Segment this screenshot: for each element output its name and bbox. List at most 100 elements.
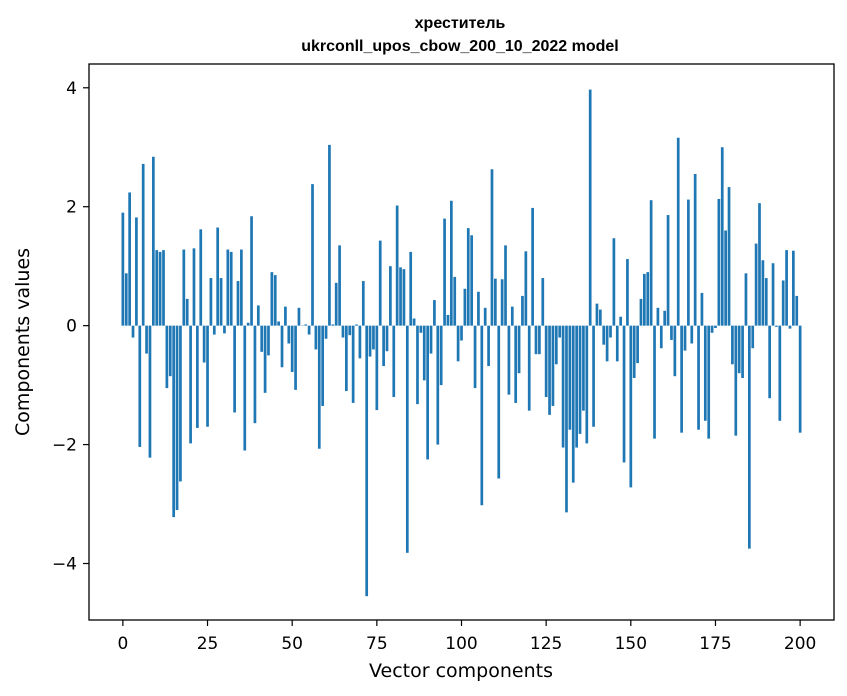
bar-component-111 xyxy=(497,325,501,479)
bar-component-75 xyxy=(375,325,379,411)
bar-component-35 xyxy=(240,249,243,326)
bar-series xyxy=(121,89,802,597)
bar-component-117 xyxy=(517,325,521,374)
bar-component-28 xyxy=(216,227,220,326)
y-axis-ticks: −4 −2 0 2 4 xyxy=(52,79,89,575)
bar-component-29 xyxy=(219,278,223,326)
bar-component-136 xyxy=(582,325,585,411)
bar-component-182 xyxy=(737,325,741,374)
bar-component-190 xyxy=(764,278,768,326)
bar-component-159 xyxy=(659,325,663,349)
x-tick-label: 100 xyxy=(445,634,477,654)
bar-component-100 xyxy=(460,325,463,341)
bar-component-9 xyxy=(151,156,155,326)
bar-component-154 xyxy=(643,273,646,326)
bar-component-77 xyxy=(382,325,385,367)
bar-component-120 xyxy=(527,325,531,411)
bar-component-87 xyxy=(416,325,419,405)
bar-component-25 xyxy=(206,325,209,427)
bar-component-172 xyxy=(703,325,707,421)
x-tick-label: 50 xyxy=(281,634,303,654)
bar-component-66 xyxy=(345,325,348,392)
bar-component-11 xyxy=(158,251,162,326)
bar-component-107 xyxy=(483,307,487,326)
x-axis-label: Vector components xyxy=(369,660,553,682)
bar-component-149 xyxy=(626,259,629,326)
bar-component-34 xyxy=(236,281,240,326)
bar-component-127 xyxy=(551,325,555,406)
bar-component-51 xyxy=(294,325,297,390)
bar-component-46 xyxy=(277,321,280,326)
bar-component-179 xyxy=(727,187,731,326)
bar-component-12 xyxy=(162,250,165,326)
bar-component-30 xyxy=(223,325,226,334)
bar-component-8 xyxy=(148,325,152,458)
bar-component-126 xyxy=(548,325,551,415)
bar-component-0 xyxy=(121,212,125,326)
bar-component-31 xyxy=(226,249,230,326)
bar-component-186 xyxy=(751,325,755,349)
bar-component-189 xyxy=(761,260,765,326)
bar-component-134 xyxy=(575,325,578,448)
bar-component-67 xyxy=(348,325,352,336)
bar-component-119 xyxy=(524,251,528,326)
bar-component-194 xyxy=(778,325,782,421)
bar-component-71 xyxy=(361,281,365,326)
bar-component-57 xyxy=(314,325,318,350)
bar-component-129 xyxy=(558,325,562,338)
bar-component-157 xyxy=(653,325,656,439)
bar-component-160 xyxy=(663,310,667,326)
bar-component-15 xyxy=(172,325,176,518)
bar-component-88 xyxy=(419,325,423,333)
bar-component-59 xyxy=(321,325,325,406)
bar-component-64 xyxy=(338,245,341,326)
bar-component-1 xyxy=(124,273,128,326)
bar-component-54 xyxy=(304,324,308,326)
bar-component-167 xyxy=(687,199,690,326)
bar-component-62 xyxy=(331,324,335,326)
x-tick-label: 175 xyxy=(699,634,731,654)
bar-component-115 xyxy=(510,306,514,326)
x-axis-ticks: 0 25 50 75 100 125 150 175 200 xyxy=(117,620,816,654)
bar-component-146 xyxy=(615,325,619,362)
bar-component-5 xyxy=(138,325,142,447)
bar-component-24 xyxy=(202,325,206,363)
bar-component-161 xyxy=(666,215,670,326)
y-tick-label: −4 xyxy=(52,555,77,575)
bar-component-124 xyxy=(541,278,545,326)
bar-component-26 xyxy=(209,278,213,326)
bar-component-70 xyxy=(358,325,362,359)
bar-component-123 xyxy=(538,325,541,355)
bar-component-42 xyxy=(263,325,267,393)
y-tick-label: 4 xyxy=(66,79,77,99)
bar-component-102 xyxy=(466,228,470,326)
bar-component-101 xyxy=(463,288,467,326)
bar-component-121 xyxy=(531,207,534,326)
bar-component-90 xyxy=(426,325,429,460)
bar-component-22 xyxy=(196,325,199,428)
bar-component-158 xyxy=(656,307,660,326)
bar-component-63 xyxy=(334,282,338,326)
bar-component-82 xyxy=(399,267,402,326)
bar-component-105 xyxy=(477,291,480,326)
bar-component-91 xyxy=(429,325,433,354)
bar-component-181 xyxy=(734,325,738,436)
bar-component-84 xyxy=(405,325,409,553)
bar-component-36 xyxy=(243,325,247,451)
bar-component-86 xyxy=(412,318,416,326)
bar-component-175 xyxy=(714,325,717,329)
bar-component-147 xyxy=(619,316,623,326)
bar-component-74 xyxy=(372,325,375,350)
bar-component-130 xyxy=(561,325,565,448)
bar-component-79 xyxy=(389,266,392,326)
bar-component-192 xyxy=(771,263,775,326)
bar-component-131 xyxy=(565,325,568,513)
bar-component-177 xyxy=(720,147,724,326)
bar-component-73 xyxy=(368,325,372,357)
bar-component-171 xyxy=(700,292,704,326)
bar-component-13 xyxy=(165,325,169,389)
bar-component-44 xyxy=(270,272,274,326)
bar-component-116 xyxy=(514,325,518,403)
bar-component-114 xyxy=(507,325,511,395)
bar-component-187 xyxy=(754,243,758,326)
